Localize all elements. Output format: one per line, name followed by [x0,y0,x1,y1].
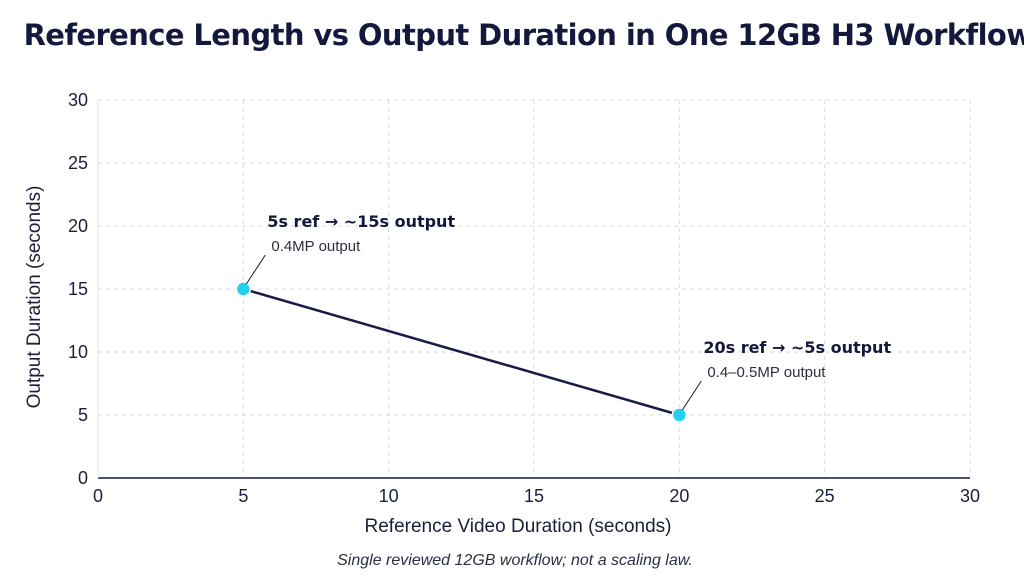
data-point [236,282,250,296]
x-tick-label: 10 [379,486,399,506]
annotation-title: 5s ref → ~15s output [267,212,455,231]
grid [98,100,970,478]
tick-labels: 0 5 10 15 20 25 30 0 5 10 15 20 25 30 [68,90,980,506]
y-tick-label: 10 [68,342,88,362]
y-tick-label: 20 [68,216,88,236]
annotation-subtitle: 0.4–0.5MP output [707,364,826,381]
x-tick-label: 5 [238,486,248,506]
x-tick-label: 0 [93,486,103,506]
x-tick-label: 15 [524,486,544,506]
annotation-leader [246,255,265,284]
y-tick-label: 25 [68,153,88,173]
y-axis-label: Output Duration (seconds) [24,186,45,409]
annotation-leader [682,381,701,410]
x-tick-label: 20 [669,486,689,506]
y-tick-label: 0 [78,468,88,488]
x-axis-label: Reference Video Duration (seconds) [365,516,672,537]
footnote: Single reviewed 12GB workflow; not a sca… [0,552,1024,570]
annotation-title: 20s ref → ~5s output [703,338,891,357]
x-tick-label: 25 [815,486,835,506]
y-tick-label: 30 [68,90,88,110]
annotations: 5s ref → ~15s output 0.4MP output 20s ref … [246,212,891,410]
data-point [672,408,686,422]
annotation-subtitle: 0.4MP output [271,238,361,255]
x-tick-label: 30 [960,486,980,506]
y-tick-label: 5 [78,405,88,425]
y-tick-label: 15 [68,279,88,299]
